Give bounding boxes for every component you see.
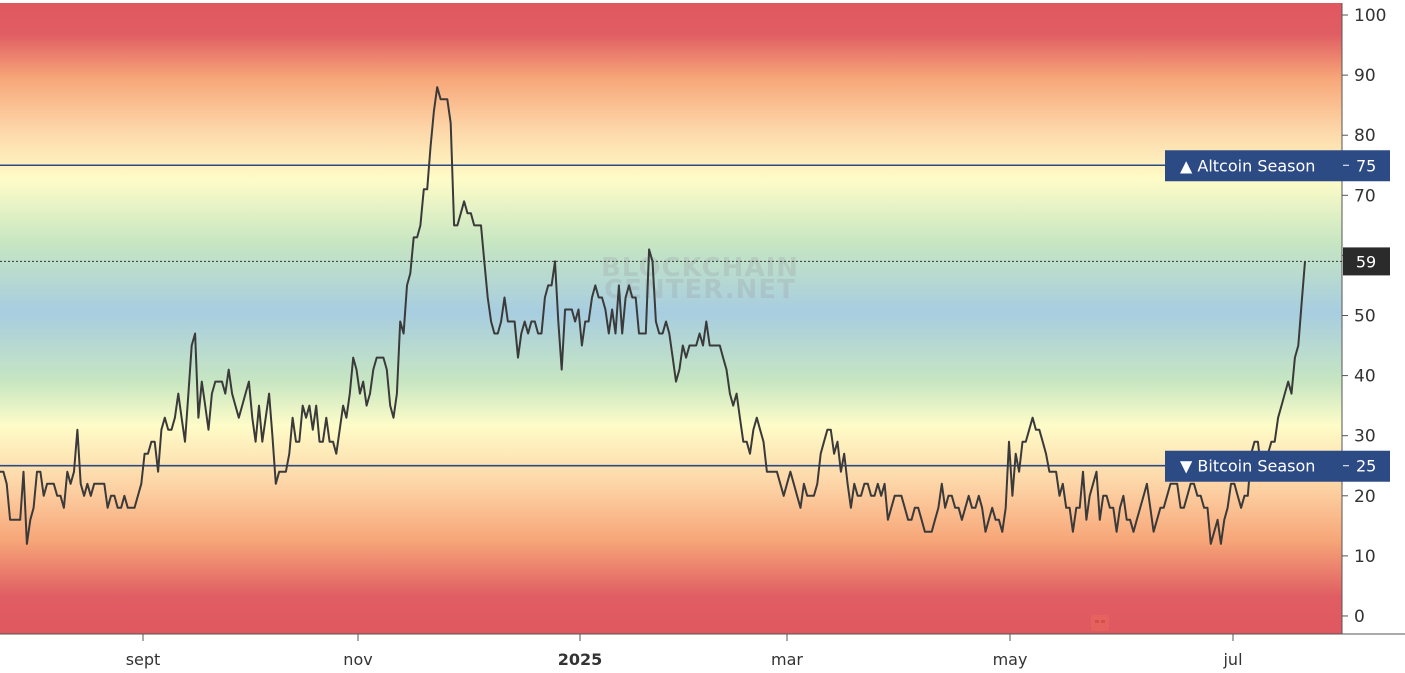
watermark-line-1: BLOCKCHAIN: [601, 253, 799, 283]
y-tick-label: 20: [1354, 487, 1376, 507]
current-value-label: 59: [1356, 252, 1376, 271]
reference-badge-bg: [1165, 150, 1390, 182]
current-value-badge-bg: [1343, 247, 1390, 276]
y-tick-label: 100: [1354, 6, 1386, 26]
reference-badge-value: 75: [1356, 156, 1376, 175]
y-axis-ticks: 0102030405060708090100: [1342, 6, 1386, 627]
y-tick-label: 0: [1354, 607, 1365, 627]
y-tick-label: 80: [1354, 126, 1376, 146]
altcoin-index-series-line: [0, 86, 1306, 545]
watermark-line-2: CENTER.NET: [604, 275, 796, 305]
reference-badges: ▲ Altcoin Season 75 ▼ Bitcoin Season 25: [1165, 150, 1390, 482]
y-tick-label: 40: [1354, 367, 1376, 387]
x-tick-label-may: may: [993, 650, 1028, 669]
logo-icon: [1091, 615, 1109, 631]
x-tick-label-sept: sept: [126, 650, 161, 669]
x-axis-ticks: sept nov 2025 mar may jul: [126, 634, 1243, 669]
watermark: BLOCKCHAIN CENTER.NET: [601, 253, 799, 305]
x-tick-label-2025: 2025: [558, 650, 603, 669]
current-value-badge: 59: [1343, 247, 1390, 276]
reference-lines: [0, 164, 1342, 467]
y-tick-label: 90: [1354, 66, 1376, 86]
reference-badge-label: ▼ Bitcoin Season: [1180, 457, 1315, 476]
reference-badge-bg: [1165, 450, 1390, 482]
y-tick-label: 70: [1354, 186, 1376, 206]
x-tick-label-mar: mar: [771, 650, 803, 669]
reference-badge-value: 25: [1356, 457, 1376, 476]
y-tick-label: 10: [1354, 547, 1376, 567]
reference-badge-label: ▲ Altcoin Season: [1180, 156, 1315, 175]
sentiment-background: [0, 3, 1342, 634]
y-tick-label: 50: [1354, 306, 1376, 326]
x-tick-label-nov: nov: [343, 650, 372, 669]
x-tick-label-jul: jul: [1222, 650, 1242, 669]
y-tick-label: 30: [1354, 427, 1376, 447]
